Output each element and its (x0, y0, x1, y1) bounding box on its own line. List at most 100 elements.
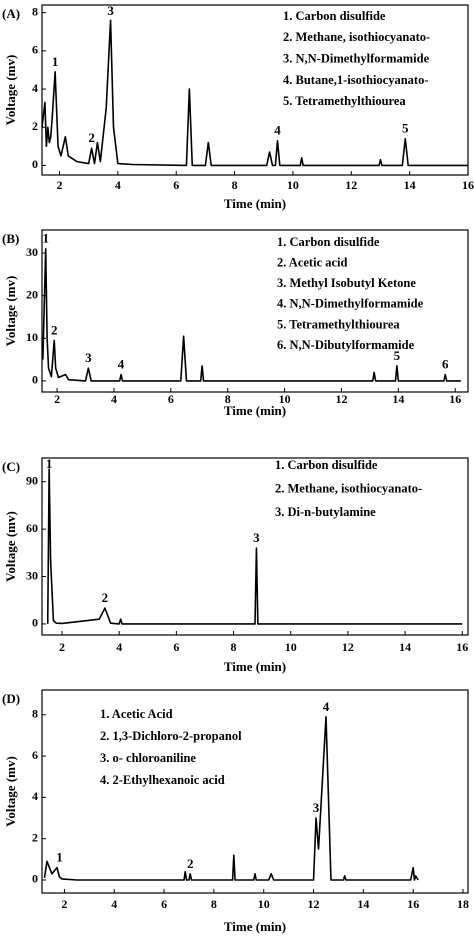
x-tick-label: 14 (399, 640, 411, 654)
plot-frame (41, 457, 469, 636)
legend-entry: 3. Methyl Isobutyl Ketone (277, 276, 416, 290)
y-tick-label: 20 (26, 287, 38, 301)
legend-entry: 4. N,N-Dimethylformamide (277, 297, 424, 311)
peak-label: 1 (46, 456, 53, 471)
peak-label: 2 (187, 856, 194, 871)
legend-entry: 3. Di-n-butylamine (275, 505, 376, 519)
x-tick-label: 14 (404, 178, 416, 192)
x-tick-label: 4 (111, 897, 117, 911)
x-axis-title: Time (min) (224, 919, 286, 934)
chromatogram-line (41, 19, 468, 167)
x-tick-label: 8 (232, 178, 238, 192)
y-tick-label: 30 (26, 568, 38, 582)
y-axis-title: Voltage (mv) (3, 511, 18, 582)
y-tick-label: 10 (26, 330, 38, 344)
x-tick-label: 10 (258, 897, 270, 911)
y-tick-label: 90 (26, 473, 38, 487)
peak-label: 2 (51, 322, 58, 337)
peak-label: 5 (402, 121, 409, 136)
legend-entry: 2. Methane, isothiocyanato- (283, 30, 430, 44)
x-tick-label: 16 (449, 392, 461, 406)
panel-label: (B) (2, 231, 19, 246)
panel-label: (D) (2, 691, 20, 706)
peak-label: 1 (52, 54, 59, 69)
x-tick-label: 6 (161, 897, 167, 911)
peak-label: 2 (102, 590, 109, 605)
x-tick-label: 12 (342, 640, 354, 654)
x-tick-label: 6 (168, 392, 174, 406)
legend-entry: 1. Carbon disulfide (275, 458, 378, 472)
x-tick-label: 4 (115, 178, 121, 192)
peak-label: 3 (107, 3, 114, 18)
x-tick-label: 10 (279, 392, 291, 406)
y-tick-label: 0 (32, 373, 38, 387)
peak-label: 3 (253, 530, 260, 545)
legend-entry: 2. 1,3-Dichloro-2-propanol (100, 729, 242, 743)
x-tick-label: 8 (211, 897, 217, 911)
panel-label: (C) (2, 459, 20, 474)
y-axis-title: Voltage (mv) (3, 276, 18, 347)
x-tick-label: 8 (231, 640, 237, 654)
y-axis-title: Voltage (mv) (3, 756, 18, 827)
x-tick-label: 2 (57, 178, 63, 192)
legend-entry: 5. Tetramethylthiourea (283, 94, 406, 108)
x-tick-label: 18 (457, 897, 469, 911)
legend-entry: 3. o- chloroaniline (100, 751, 196, 765)
legend-entry: 1. Carbon disulfide (283, 9, 386, 23)
x-tick-label: 12 (308, 897, 320, 911)
legend-entry: 3. N,N-Dimethylformamide (283, 51, 430, 65)
legend-entry: 1. Acetic Acid (100, 707, 173, 721)
legend-entry: 6. N,N-Dibutylformamide (277, 338, 415, 352)
x-tick-label: 10 (285, 640, 297, 654)
x-tick-label: 6 (173, 178, 179, 192)
x-tick-label: 4 (116, 640, 122, 654)
chromatogram-line (46, 468, 463, 625)
peak-label: 1 (42, 231, 49, 246)
y-tick-label: 6 (32, 748, 38, 762)
y-tick-label: 8 (32, 707, 38, 721)
x-tick-label: 10 (287, 178, 299, 192)
y-tick-label: 60 (26, 521, 38, 535)
y-tick-label: 30 (26, 245, 38, 259)
y-tick-label: 4 (32, 789, 38, 803)
legend-entry: 2. Methane, isothiocyanato- (275, 481, 422, 495)
x-tick-label: 16 (462, 178, 474, 192)
x-axis-title: Time (min) (224, 196, 286, 211)
x-tick-label: 14 (357, 897, 369, 911)
x-tick-label: 16 (456, 640, 468, 654)
x-tick-label: 2 (59, 640, 65, 654)
y-tick-label: 6 (32, 43, 38, 57)
x-tick-label: 2 (61, 897, 67, 911)
legend-entry: 1. Carbon disulfide (277, 235, 380, 249)
x-axis-title: Time (min) (224, 659, 286, 674)
plot-frame (41, 229, 469, 393)
x-tick-label: 12 (345, 178, 357, 192)
legend-entry: 4. Butane,1-isothiocyanato- (283, 73, 429, 87)
chromatogram-line (42, 247, 461, 382)
x-axis-title: Time (min) (224, 403, 286, 418)
peak-label: 4 (118, 357, 125, 372)
x-tick-label: 6 (173, 640, 179, 654)
peak-label: 3 (85, 350, 92, 365)
y-axis-title: Voltage (mv) (3, 55, 18, 126)
y-tick-label: 4 (32, 81, 38, 95)
y-tick-label: 0 (32, 616, 38, 630)
peak-label: 4 (323, 699, 330, 714)
peak-label: 4 (274, 123, 281, 138)
panel-label: (A) (2, 6, 20, 21)
y-tick-label: 0 (32, 157, 38, 171)
x-tick-label: 12 (335, 392, 347, 406)
legend-entry: 5. Tetramethylthiourea (277, 317, 400, 331)
y-tick-label: 8 (32, 4, 38, 18)
x-tick-label: 4 (111, 392, 117, 406)
y-tick-label: 2 (32, 119, 38, 133)
peak-label: 6 (442, 357, 449, 372)
peak-label: 5 (394, 348, 401, 363)
peak-label: 2 (88, 130, 95, 145)
chromatogram-line (43, 716, 419, 881)
x-tick-label: 16 (407, 897, 419, 911)
legend-entry: 2. Acetic acid (277, 255, 348, 269)
peak-label: 3 (313, 800, 320, 815)
x-tick-label: 8 (225, 392, 231, 406)
